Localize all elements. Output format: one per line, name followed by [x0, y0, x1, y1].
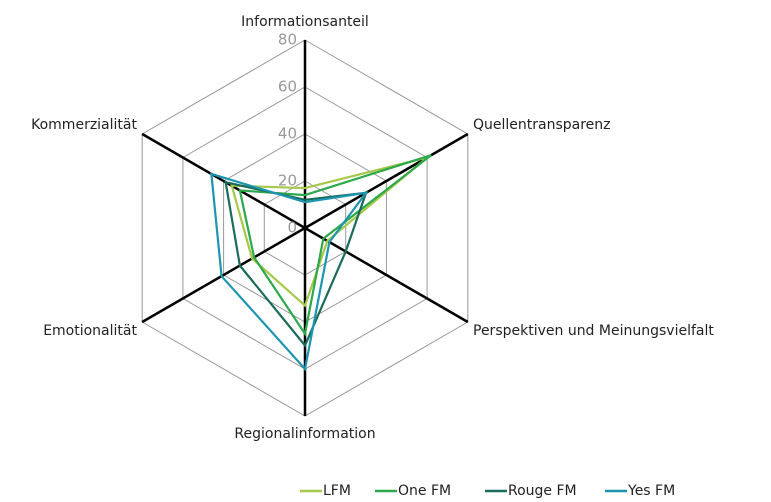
axis-label: Perspektiven und Meinungsvielfalt — [473, 323, 714, 339]
axis-line — [304, 226, 469, 324]
axis-label: Quellentransparenz — [473, 117, 611, 133]
axis-label: Emotionalität — [43, 323, 137, 339]
tick-label: 40 — [278, 125, 297, 143]
axis-line — [141, 132, 306, 230]
legend-label: Rouge FM — [508, 483, 577, 499]
axis-line — [304, 132, 469, 230]
axis-label: Informationsanteil — [241, 14, 369, 30]
legend-label: Yes FM — [627, 483, 675, 499]
axis-line — [141, 226, 306, 324]
legend-label: One FM — [398, 483, 451, 499]
tick-label: 60 — [278, 78, 297, 96]
series-line — [210, 172, 369, 372]
tick-label: 20 — [278, 172, 297, 190]
axis-label: Kommerzialität — [31, 117, 137, 133]
axis-label: Regionalinformation — [234, 426, 375, 442]
legend-label: LFM — [323, 483, 351, 499]
tick-label: 80 — [278, 31, 297, 49]
series-line — [238, 154, 432, 337]
tick-label: 0 — [287, 219, 297, 237]
